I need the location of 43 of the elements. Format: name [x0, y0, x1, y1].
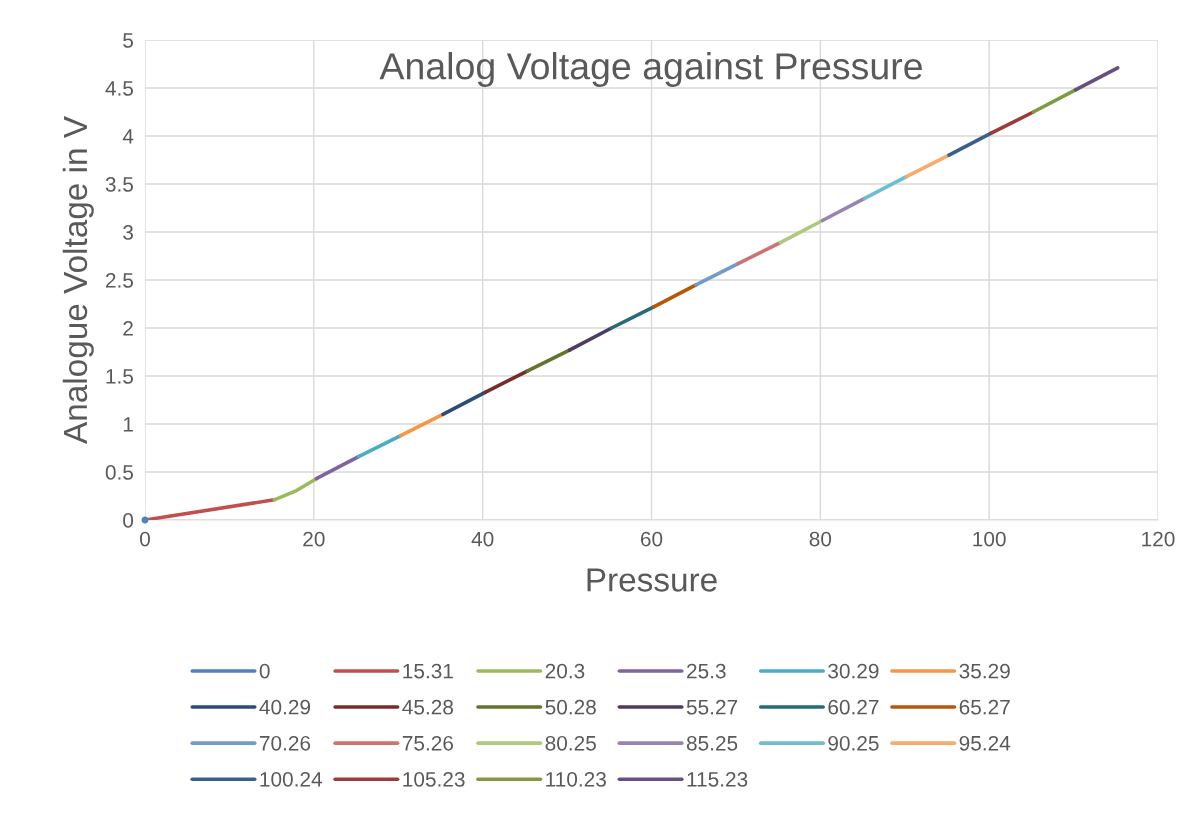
legend-label: 25.3 [687, 663, 726, 679]
x-tick-label: 80 [809, 531, 832, 547]
x-axis-title: Pressure [587, 568, 717, 592]
y-tick-label: 4 [122, 129, 134, 144]
legend-label: 50.28 [545, 699, 596, 715]
legend-label: 30.29 [828, 663, 879, 679]
legend-label: 0 [259, 663, 270, 679]
legend-label: 60.27 [828, 699, 879, 715]
legend-label: 70.26 [259, 735, 311, 751]
y-tick-label: 0.5 [105, 465, 134, 480]
x-tick-label: 20 [303, 531, 325, 547]
legend-label: 100.24 [260, 771, 323, 787]
y-tick-label: 3.5 [105, 177, 134, 192]
legend-label: 115.23 [687, 771, 748, 787]
legend-label: 35.29 [959, 663, 1010, 679]
x-tick-label: 0 [140, 531, 150, 547]
legend-label: 110.23 [546, 771, 606, 787]
legend-label: 85.25 [686, 735, 738, 751]
legend-label: 65.27 [959, 699, 1010, 715]
chart-title: Analog Voltage against Pressure [379, 52, 922, 87]
legend-label: 15.31 [403, 663, 453, 679]
legend-label: 40.29 [259, 699, 311, 715]
y-tick-label: 4.5 [105, 81, 134, 96]
x-tick-label: 120 [1142, 531, 1175, 547]
legend-label: 90.25 [828, 735, 879, 751]
y-tick-label: 3 [123, 225, 133, 240]
legend-label: 75.26 [402, 735, 453, 751]
y-tick-label: 0 [123, 513, 134, 528]
legend-label: 55.27 [686, 699, 738, 715]
legend-label: 45.28 [402, 699, 453, 715]
y-tick-label: 5 [123, 33, 134, 48]
legend-label: 80.25 [545, 735, 596, 751]
y-axis-title: Analogue Voltage in V [62, 116, 94, 444]
legend-label: 105.23 [403, 771, 465, 787]
legend-label: 95.24 [959, 735, 1011, 751]
x-tick-label: 60 [640, 531, 663, 547]
x-tick-label: 100 [973, 531, 1006, 547]
y-tick-label: 1 [123, 417, 133, 432]
legend-label: 20.3 [545, 663, 585, 679]
y-tick-label: 1.5 [106, 369, 134, 384]
x-tick-label: 40 [471, 531, 494, 547]
y-tick-label: 2.5 [105, 273, 134, 288]
y-tick-label: 2 [123, 321, 133, 336]
